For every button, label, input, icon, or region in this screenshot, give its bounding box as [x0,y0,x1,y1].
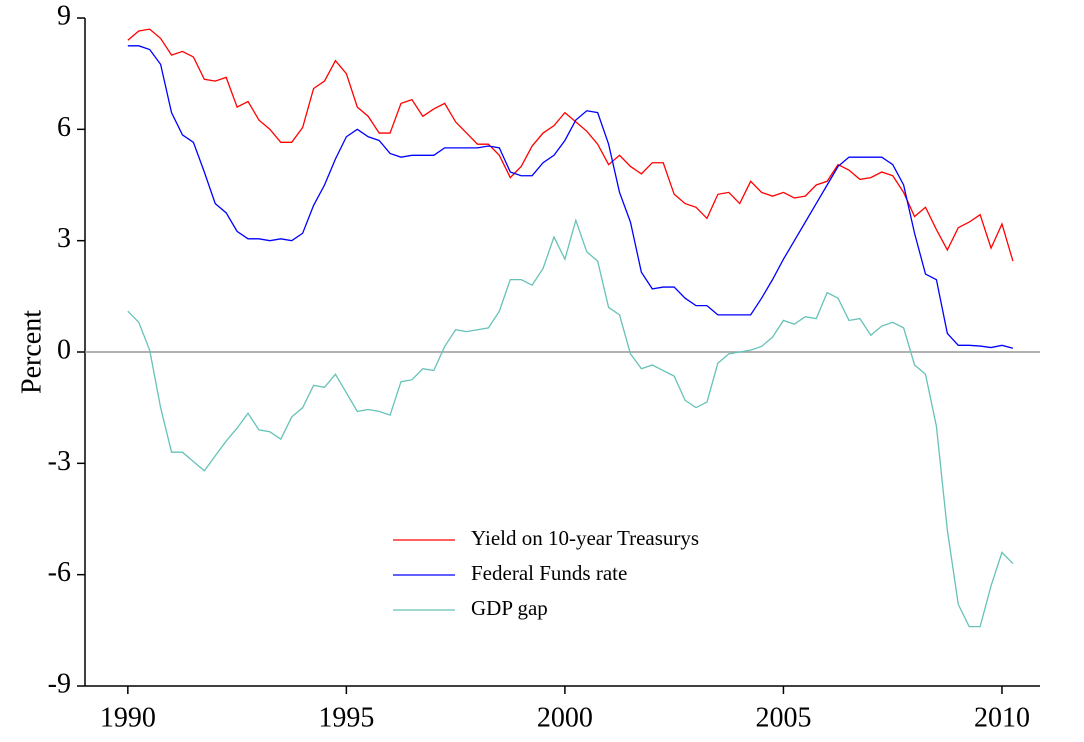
legend-label: Federal Funds rate [471,561,627,585]
y-tick-label: -6 [48,557,71,588]
series-line [127,28,1014,262]
series-line [127,45,1014,349]
x-tick-label: 2000 [537,702,593,733]
x-tick-label: 2005 [755,702,811,733]
y-tick-label: 9 [57,0,71,31]
y-tick-label: 0 [57,334,71,365]
x-tick-label: 2010 [974,702,1030,733]
x-tick-label: 1990 [100,702,156,733]
y-tick-label: 3 [57,223,71,254]
y-tick-label: 6 [57,112,71,143]
y-tick-label: -9 [48,668,71,699]
legend-label: GDP gap [471,596,548,620]
legend-label: Yield on 10-year Treasurys [471,526,699,550]
y-axis-label: Percent [16,310,47,394]
x-tick-label: 1995 [318,702,374,733]
y-tick-label: -3 [48,446,71,477]
series-line [127,218,1014,628]
